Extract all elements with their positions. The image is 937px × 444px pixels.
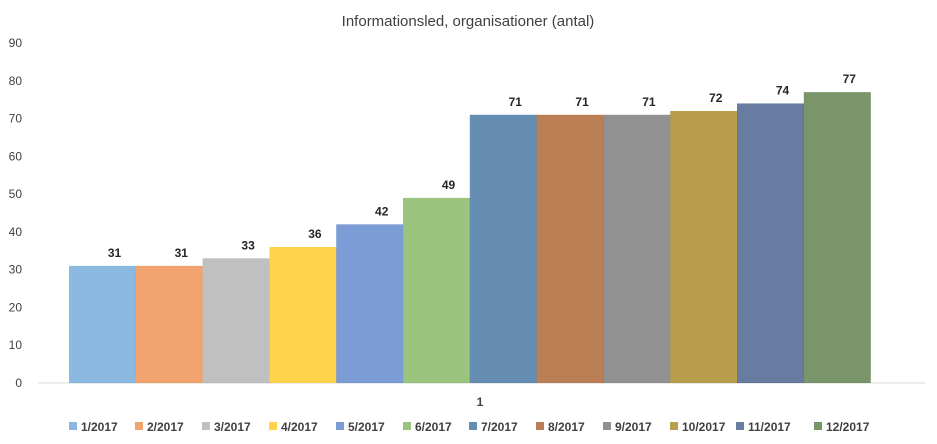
bar-5/2017 bbox=[336, 224, 404, 383]
data-label: 71 bbox=[509, 95, 523, 109]
legend-swatch bbox=[603, 422, 611, 430]
legend-item: 3/2017 bbox=[202, 420, 251, 434]
y-tick-label: 40 bbox=[9, 225, 23, 239]
bar-8/2017 bbox=[536, 114, 604, 384]
legend-swatch bbox=[202, 422, 210, 430]
data-label: 36 bbox=[308, 227, 322, 241]
bar-1/2017 bbox=[69, 265, 136, 383]
bar-3/2017 bbox=[202, 258, 270, 383]
legend-swatch bbox=[135, 422, 143, 430]
y-tick-label: 10 bbox=[9, 338, 23, 352]
y-tick-label: 60 bbox=[9, 149, 23, 163]
y-tick-label: 50 bbox=[9, 187, 23, 201]
legend-item: 12/2017 bbox=[814, 420, 870, 434]
legend-item: 11/2017 bbox=[736, 420, 791, 434]
legend-label: 5/2017 bbox=[348, 420, 385, 434]
legend-swatch bbox=[336, 422, 344, 430]
data-label: 71 bbox=[642, 95, 656, 109]
legend-label: 6/2017 bbox=[415, 420, 452, 434]
legend-label: 10/2017 bbox=[682, 420, 726, 434]
legend-label: 11/2017 bbox=[748, 420, 791, 434]
y-tick-label: 30 bbox=[9, 263, 23, 277]
legend-item: 6/2017 bbox=[403, 420, 452, 434]
legend-swatch bbox=[536, 422, 544, 430]
legend-swatch bbox=[403, 422, 411, 430]
bar-6/2017 bbox=[403, 197, 470, 383]
legend-swatch bbox=[814, 422, 822, 430]
legend-swatch bbox=[469, 422, 477, 430]
legend-item: 2/2017 bbox=[135, 420, 184, 434]
legend-label: 12/2017 bbox=[826, 420, 870, 434]
legend-item: 5/2017 bbox=[336, 420, 385, 434]
legend-label: 9/2017 bbox=[615, 420, 652, 434]
bar-7/2017 bbox=[469, 114, 537, 384]
legend-swatch bbox=[69, 422, 77, 430]
data-label: 31 bbox=[108, 246, 122, 260]
legend-swatch bbox=[736, 422, 744, 430]
data-label: 49 bbox=[442, 178, 456, 192]
legend-item: 10/2017 bbox=[670, 420, 726, 434]
legend-label: 1/2017 bbox=[81, 420, 118, 434]
legend-swatch bbox=[269, 422, 277, 430]
data-label: 77 bbox=[843, 72, 857, 86]
legend-label: 4/2017 bbox=[281, 420, 318, 434]
data-label: 42 bbox=[375, 204, 389, 218]
data-label: 71 bbox=[575, 95, 589, 109]
bar-4/2017 bbox=[269, 247, 337, 383]
data-label: 72 bbox=[709, 91, 723, 105]
data-label: 31 bbox=[175, 246, 189, 260]
data-label: 33 bbox=[241, 238, 255, 252]
legend-swatch bbox=[670, 422, 678, 430]
bars bbox=[69, 92, 871, 384]
data-label: 74 bbox=[776, 83, 790, 97]
y-tick-label: 0 bbox=[15, 376, 22, 390]
legend-item: 4/2017 bbox=[269, 420, 318, 434]
chart-title: Informationsled, organisationer (antal) bbox=[342, 13, 595, 30]
legend-label: 2/2017 bbox=[147, 420, 184, 434]
legend: 1/2017 2/2017 3/2017 4/2017 5/2017 6/2017 7/20… bbox=[69, 420, 870, 434]
legend-item: 7/2017 bbox=[469, 420, 518, 434]
y-tick-label: 20 bbox=[9, 300, 23, 314]
bar-11/2017 bbox=[737, 103, 804, 383]
y-tick-label: 90 bbox=[9, 36, 23, 50]
bar-2/2017 bbox=[135, 265, 203, 383]
legend-item: 9/2017 bbox=[603, 420, 652, 434]
y-tick-label: 80 bbox=[9, 74, 23, 88]
x-category-label: 1 bbox=[477, 395, 484, 409]
legend-label: 7/2017 bbox=[481, 420, 518, 434]
y-axis-ticks: 0 10 20 30 40 50 60 70 80 90 bbox=[9, 36, 23, 390]
legend-item: 8/2017 bbox=[536, 420, 585, 434]
data-labels: 31 31 33 36 42 49 71 71 71 72 74 77 bbox=[108, 72, 856, 260]
legend-label: 3/2017 bbox=[214, 420, 251, 434]
bar-10/2017 bbox=[670, 111, 738, 383]
legend-item: 1/2017 bbox=[69, 420, 118, 434]
legend-label: 8/2017 bbox=[548, 420, 585, 434]
bar-12/2017 bbox=[803, 92, 871, 383]
bar-9/2017 bbox=[603, 114, 671, 384]
y-tick-label: 70 bbox=[9, 112, 23, 126]
